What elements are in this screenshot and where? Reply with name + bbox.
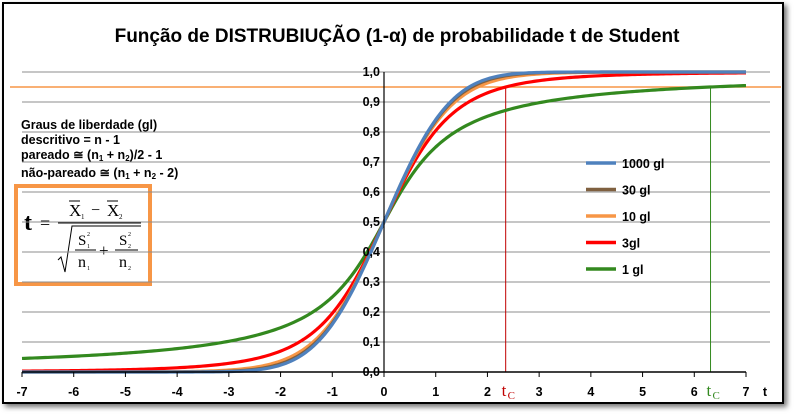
gl-note-text: não-pareado ≅ (n [21, 166, 126, 180]
formula-s1: S [78, 233, 86, 249]
gl-note-subscript: 1 [125, 172, 130, 181]
y-tick-label: 0,7 [363, 155, 380, 169]
formula-n1: n [78, 254, 86, 271]
formula-equals: = [40, 213, 50, 233]
gl-note-text: + n [103, 148, 126, 162]
gl-note-subscript: 2 [151, 172, 157, 181]
y-tick-label: 0,3 [363, 275, 380, 289]
formula-x1-sub: 1 [81, 213, 85, 221]
gl-note-subscript: 1 [98, 154, 104, 163]
gl-note-text: pareado ≅ (n [21, 148, 99, 162]
x-tick-label: 6 [691, 385, 698, 399]
x-tick-label: 3 [536, 385, 543, 399]
critical-t-label-subscript: C [713, 390, 720, 402]
formula-s1-sub: 1 [87, 244, 90, 250]
x-tick-label: -1 [327, 385, 338, 399]
y-tick-label: 0,2 [363, 305, 380, 319]
y-tick-label: 1,0 [363, 65, 380, 79]
y-tick-label: 0,1 [363, 335, 380, 349]
x-tick-label: 1 [432, 385, 439, 399]
x-tick-label: 5 [639, 385, 646, 399]
legend-label: 10 gl [622, 210, 651, 224]
formula-plus: + [99, 241, 109, 260]
gl-note-line-2: descritivo = n - 1 [21, 133, 120, 147]
formula-s2-sup: 2 [128, 232, 131, 238]
x-tick-label: -7 [16, 385, 27, 399]
x-tick-label: -2 [275, 385, 286, 399]
critical-t-label: t [707, 381, 712, 400]
y-tick-label: 0,9 [363, 95, 380, 109]
gl-note-line-1: Graus de liberdade (gl) [21, 118, 158, 132]
formula-x1: X [69, 201, 81, 220]
y-tick-label: 0,4 [363, 245, 380, 259]
tick-labels: -7 -6 -5 -4 -3 -2 -1 0 1 2 3 4 5 6 7 0,0 0,1 0,2 0,3 0,4 0,5… [16, 65, 767, 399]
x-tick-label: -5 [120, 385, 131, 399]
x-tick-label: 4 [587, 385, 594, 399]
gridlines [22, 71, 770, 343]
legend: 1000 gl 30 gl 10 gl 3gl 1 gl [586, 157, 664, 277]
legend-label: 3gl [622, 237, 640, 251]
critical-t-label-subscript: C [508, 390, 515, 402]
sqrt-sign [57, 225, 141, 273]
y-tick-label: 0,0 [363, 365, 380, 379]
degrees-of-freedom-note: Graus de liberdade (gl) descritivo = n -… [21, 118, 178, 184]
gl-note-text: )/2 - 1 [129, 148, 163, 162]
y-tick-label: 0,8 [363, 125, 380, 139]
legend-label: 30 gl [622, 184, 651, 198]
x-tick-label: -4 [172, 385, 183, 399]
x-tick-label: 7 [743, 385, 750, 399]
legend-label: 1 gl [622, 263, 644, 277]
formula-s2-sub: 2 [128, 244, 131, 250]
y-tick-label: 0,6 [363, 185, 380, 199]
formula-s1-sup: 2 [87, 232, 90, 238]
gl-note-line-3: pareado ≅ (n1 + n2)/2 - 1 [21, 148, 178, 166]
gl-note-subscript: 2 [125, 154, 130, 163]
formula-graphic: t = X 1 − X 2 S 2 1 n 1 + S 2 2 n 2 [24, 200, 141, 273]
x-tick-label: -3 [223, 385, 234, 399]
x-axis-label: t [763, 385, 768, 399]
x-tick-label: -6 [68, 385, 79, 399]
x-tick-label: 2 [484, 385, 491, 399]
y-tick-label: 0,5 [363, 215, 380, 229]
axes [21, 72, 747, 377]
x-tick-label: 0 [381, 385, 388, 399]
formula-s2: S [119, 233, 127, 249]
formula-minus: − [91, 202, 100, 219]
formula-n2-sub: 2 [128, 266, 131, 272]
formula-t: t [24, 210, 32, 236]
legend-label: 1000 gl [622, 157, 664, 171]
critical-t-label: t [502, 381, 507, 400]
gl-note-text: + n [129, 166, 152, 180]
formula-n1-sub: 1 [87, 266, 90, 272]
gl-note-line-4: não-pareado ≅ (n1 + n2 - 2) [21, 166, 178, 184]
gl-note-text: - 2) [156, 166, 179, 180]
t-statistic-formula: t = X 1 − X 2 S 2 1 n 1 + S 2 2 n 2 [14, 184, 152, 286]
chart-title: Função de DISTRUBIUÇÃO (1-α) de probabil… [114, 26, 680, 47]
formula-x2: X [107, 201, 119, 220]
formula-n2: n [119, 254, 127, 271]
formula-x2-sub: 2 [119, 213, 123, 221]
